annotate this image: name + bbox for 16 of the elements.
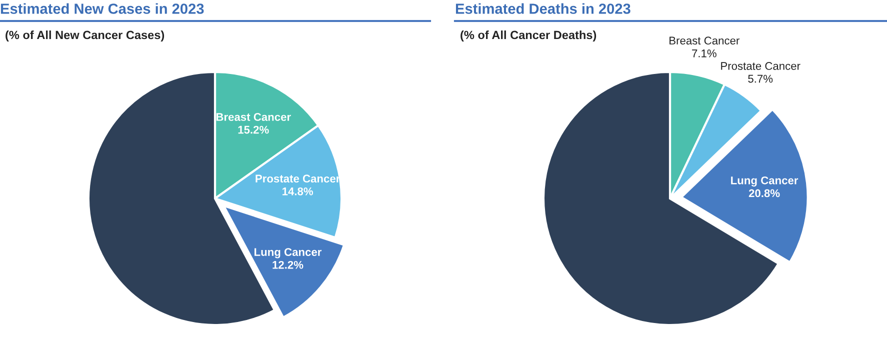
slice-label: Prostate Cancer xyxy=(721,62,800,70)
slice-label: Breast Cancer xyxy=(670,36,740,45)
chart-subtitle: (% of All Cancer Deaths) xyxy=(460,30,596,42)
data-label: 7.1% xyxy=(692,49,716,58)
slice-label: Breast Cancer xyxy=(216,113,291,121)
chart-subtitle: (% of All New Cancer Cases) xyxy=(6,30,164,42)
data-label: 12.2% xyxy=(272,260,304,269)
chart-title: Estimated New Cases in 2023 xyxy=(0,3,204,14)
data-label: 20.8% xyxy=(748,189,780,198)
data-label: 15.2% xyxy=(238,126,269,134)
data-label: 14.8% xyxy=(282,187,314,196)
chart-title: Estimated Deaths in 2023 xyxy=(456,3,630,14)
slice-label: Prostate Cancer xyxy=(256,174,340,183)
slice-label: Lung Cancer xyxy=(254,248,322,258)
slice-label: Lung Cancer xyxy=(731,176,798,187)
data-label: 5.7% xyxy=(748,74,773,83)
